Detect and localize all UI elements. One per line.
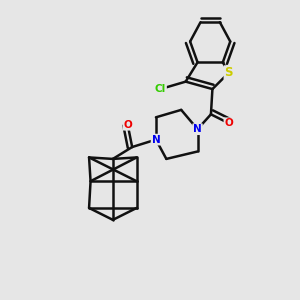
Text: N: N xyxy=(152,135,160,145)
Text: Cl: Cl xyxy=(155,84,166,94)
Text: N: N xyxy=(193,124,202,134)
Text: O: O xyxy=(224,118,233,128)
Text: S: S xyxy=(224,66,233,79)
Text: O: O xyxy=(123,120,132,130)
